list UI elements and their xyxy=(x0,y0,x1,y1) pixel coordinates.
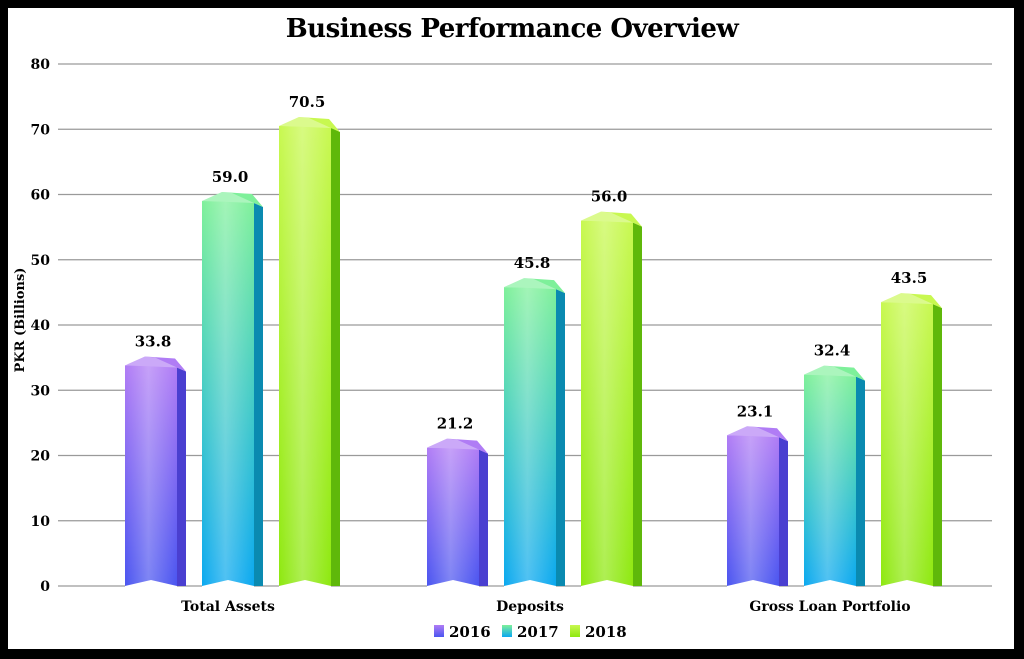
bar xyxy=(504,278,565,587)
bar xyxy=(279,116,340,587)
y-axis-title: PKR (Billions) xyxy=(13,268,28,373)
bar xyxy=(581,211,642,587)
data-labels-layer: 33.8 59.0 70.5 21.2 45.8 56.0 23.1 32.4 43.5 xyxy=(135,93,928,433)
data-label: 21.2 xyxy=(437,415,474,433)
bars-layer xyxy=(125,116,942,587)
legend-label: 2018 xyxy=(585,623,627,641)
bar xyxy=(427,438,488,587)
legend: 2016 2017 2018 xyxy=(434,623,627,641)
y-tick-label: 70 xyxy=(31,122,51,138)
legend-swatch xyxy=(434,625,444,637)
legend-item: 2017 xyxy=(502,623,559,641)
data-label: 70.5 xyxy=(289,93,326,111)
category-label: Deposits xyxy=(496,599,564,615)
bar xyxy=(202,192,263,587)
bar xyxy=(881,293,942,587)
data-label: 32.4 xyxy=(814,342,851,360)
y-tick-label: 30 xyxy=(31,383,51,399)
category-label: Total Assets xyxy=(181,599,275,615)
data-label: 43.5 xyxy=(891,269,928,287)
y-axis-ticks: 0 10 20 30 40 50 60 70 80 xyxy=(31,57,51,595)
y-tick-label: 60 xyxy=(31,188,51,204)
y-tick-label: 0 xyxy=(40,579,50,595)
bar xyxy=(727,426,788,587)
legend-swatch xyxy=(570,625,580,637)
y-tick-label: 40 xyxy=(31,318,51,334)
chart-title: Business Performance Overview xyxy=(285,14,739,44)
data-label: 59.0 xyxy=(212,168,249,186)
data-label: 23.1 xyxy=(737,402,774,420)
bar xyxy=(804,365,865,587)
data-label: 33.8 xyxy=(135,332,172,350)
y-tick-label: 80 xyxy=(31,57,51,73)
legend-label: 2017 xyxy=(517,623,559,641)
bar xyxy=(125,356,186,587)
category-labels-layer: Total Assets Deposits Gross Loan Portfolio xyxy=(181,599,911,615)
data-label: 56.0 xyxy=(591,188,628,206)
legend-label: 2016 xyxy=(449,623,491,641)
legend-swatch xyxy=(502,625,512,637)
category-label: Gross Loan Portfolio xyxy=(749,599,910,615)
legend-item: 2016 xyxy=(434,623,491,641)
data-label: 45.8 xyxy=(514,254,551,272)
y-tick-label: 20 xyxy=(31,449,51,465)
y-tick-label: 10 xyxy=(31,514,51,530)
y-tick-label: 50 xyxy=(31,253,51,269)
legend-item: 2018 xyxy=(570,623,627,641)
